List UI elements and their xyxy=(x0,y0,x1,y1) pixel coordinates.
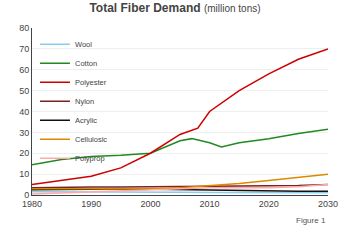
svg-text:Total Fiber Demand (million to: Total Fiber Demand (million tons) xyxy=(89,1,260,15)
svg-text:0: 0 xyxy=(24,190,29,200)
svg-text:2020: 2020 xyxy=(259,199,279,209)
svg-text:2000: 2000 xyxy=(140,199,160,209)
svg-text:Cellulosic: Cellulosic xyxy=(75,135,107,144)
svg-text:Figure 1: Figure 1 xyxy=(296,216,326,225)
svg-text:80: 80 xyxy=(19,23,29,33)
svg-text:Nylon: Nylon xyxy=(75,97,94,106)
svg-text:10: 10 xyxy=(19,169,29,179)
svg-text:Polyprop: Polyprop xyxy=(75,154,105,163)
svg-text:2030: 2030 xyxy=(318,199,338,209)
svg-text:Polyester: Polyester xyxy=(75,78,107,87)
svg-text:Cotton: Cotton xyxy=(75,59,97,68)
svg-text:40: 40 xyxy=(19,107,29,117)
svg-text:70: 70 xyxy=(19,44,29,54)
svg-text:30: 30 xyxy=(19,128,29,138)
svg-text:20: 20 xyxy=(19,148,29,158)
svg-text:1990: 1990 xyxy=(81,199,101,209)
svg-text:50: 50 xyxy=(19,86,29,96)
svg-text:Acrylic: Acrylic xyxy=(75,116,97,125)
svg-text:2010: 2010 xyxy=(200,199,220,209)
svg-text:Wool: Wool xyxy=(75,40,92,49)
svg-text:60: 60 xyxy=(19,65,29,75)
svg-text:1980: 1980 xyxy=(22,199,42,209)
